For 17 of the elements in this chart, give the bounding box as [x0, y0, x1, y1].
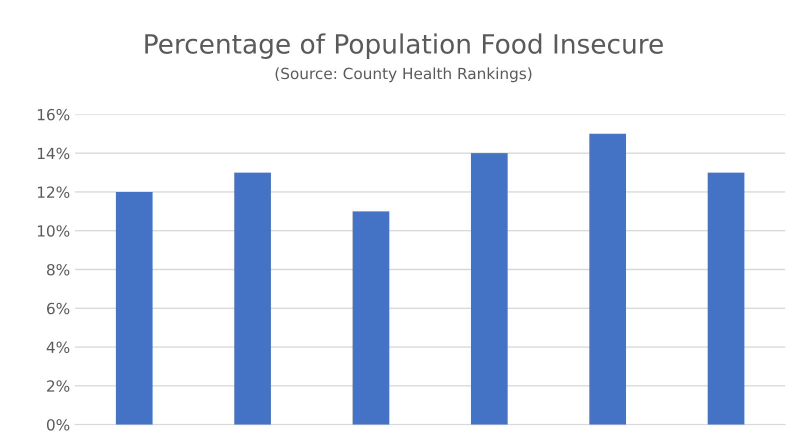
bar [116, 192, 153, 425]
y-tick-label: 8% [46, 264, 70, 276]
bar [589, 134, 626, 425]
chart-subtitle: (Source: County Health Rankings) [276, 67, 532, 82]
y-tick-label: 10% [38, 225, 70, 237]
y-tick-label: 2% [47, 380, 70, 392]
y-tick-label: 4% [46, 342, 70, 354]
y-tick-label: 6% [47, 302, 70, 314]
bar [234, 172, 271, 425]
y-tick-label: 12% [38, 186, 70, 198]
y-tick-label: 0% [46, 419, 70, 431]
chart-title: Percentage of Population Food Insecure [145, 33, 663, 59]
bar [708, 172, 744, 425]
bar [470, 153, 508, 425]
y-tick-label: 16% [38, 108, 70, 120]
bar [352, 211, 390, 425]
y-tick-label: 14% [38, 148, 70, 160]
